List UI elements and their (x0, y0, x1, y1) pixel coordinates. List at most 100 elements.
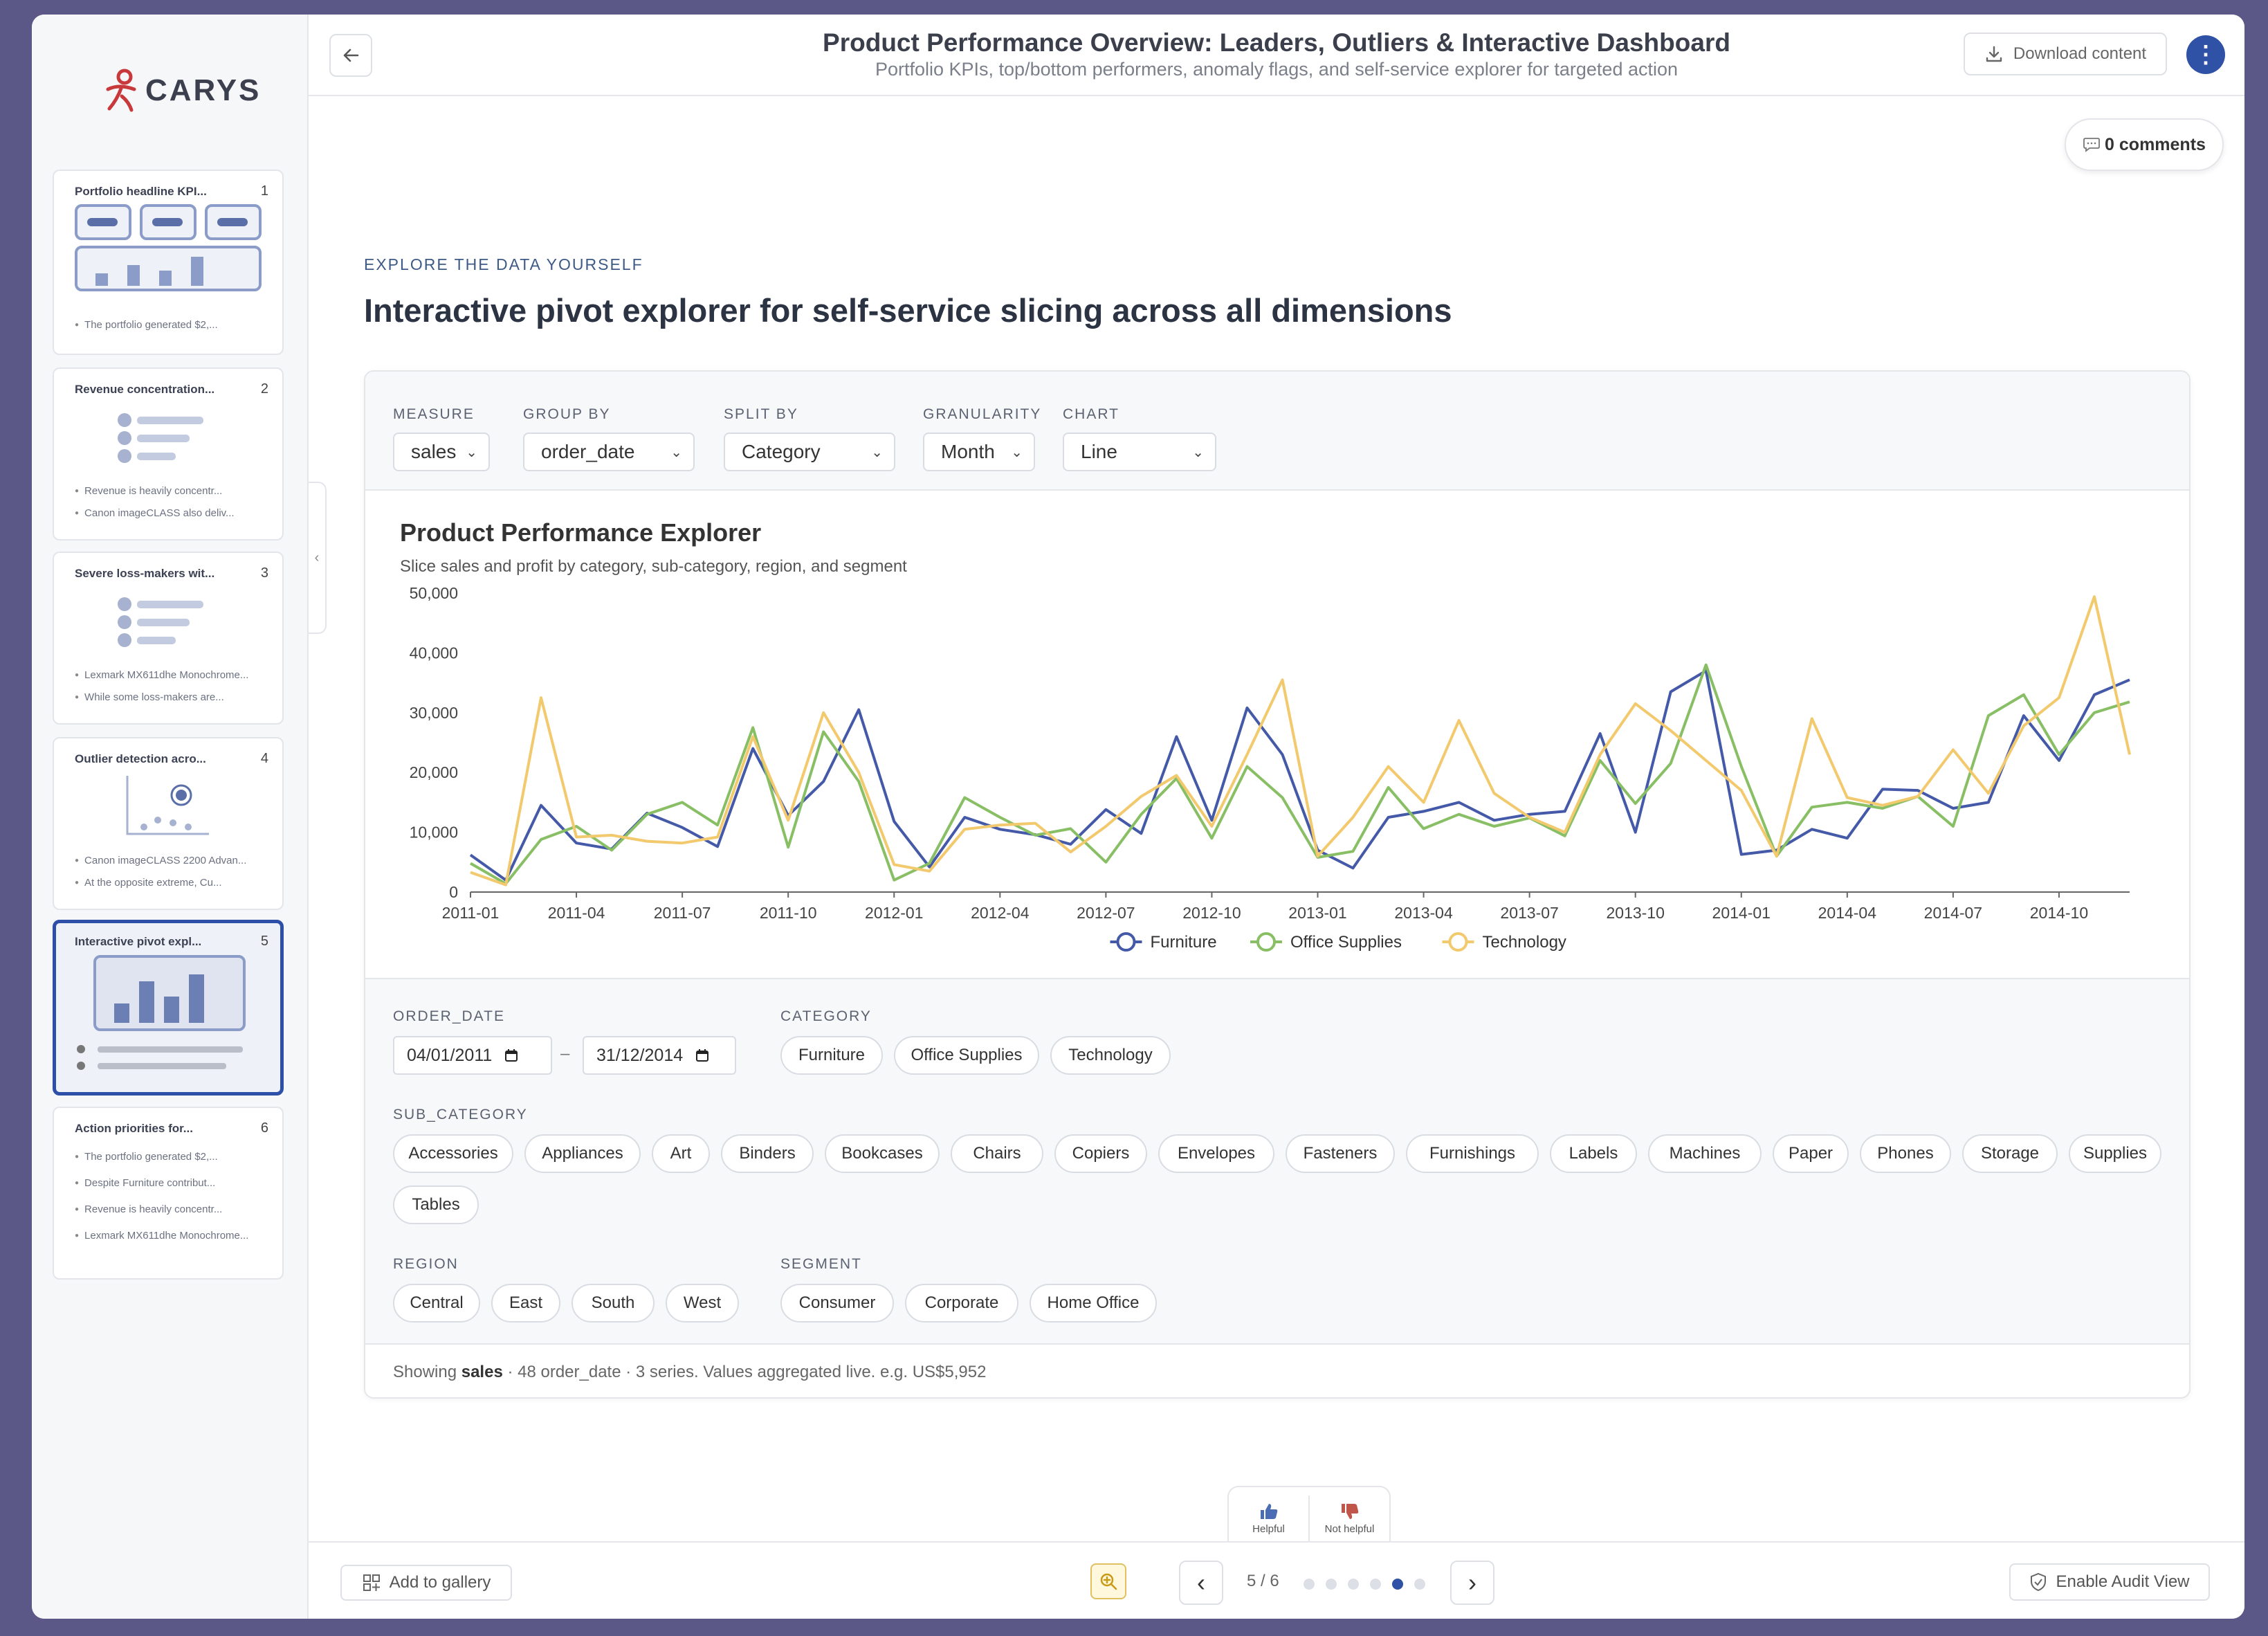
pivot-summary: Showing sales · 48 order_date · 3 series… (393, 1363, 986, 1382)
granularity-value: Month (941, 441, 995, 462)
group-by-value: order_date (541, 441, 635, 462)
chart-subtitle: Slice sales and profit by category, sub-… (400, 557, 907, 576)
zoom-button[interactable] (1090, 1563, 1126, 1599)
chevron-down-icon: ⌄ (670, 444, 682, 460)
series-line-technology (470, 595, 2131, 887)
slide-thumb-title: Action priorities for... (75, 1122, 193, 1135)
chart-title: Product Performance Explorer (400, 518, 762, 547)
order-date-from-input[interactable]: 04/01/2011 (393, 1036, 552, 1075)
region-chip[interactable]: South (571, 1284, 655, 1323)
split-by-select[interactable]: Category ⌄ (724, 433, 895, 471)
granularity-select[interactable]: Month ⌄ (923, 433, 1035, 471)
calendar-icon (505, 1049, 518, 1062)
region-chip[interactable]: Central (393, 1284, 480, 1323)
group-by-select[interactable]: order_date ⌄ (523, 433, 695, 471)
slide-dot[interactable] (1414, 1579, 1425, 1590)
chevron-down-icon: ⌄ (1192, 444, 1204, 460)
not-helpful-label: Not helpful (1324, 1523, 1375, 1535)
chart-type-select[interactable]: Line ⌄ (1063, 433, 1216, 471)
category-chip[interactable]: Office Supplies (894, 1036, 1039, 1075)
region-chip[interactable]: East (491, 1284, 560, 1323)
sub-category-chip[interactable]: Fasteners (1286, 1134, 1395, 1173)
x-tick-label: 2011-04 (548, 904, 605, 922)
slide-thumb-1[interactable]: Portfolio headline KPI... 1 The portfoli… (53, 170, 284, 355)
y-tick-label: 30,000 (410, 704, 458, 722)
sub-category-chip[interactable]: Art (652, 1134, 710, 1173)
category-chip[interactable]: Technology (1050, 1036, 1171, 1075)
slide-thumb-bullet: Despite Furniture contribut... (75, 1177, 215, 1189)
slide-sidebar: CARYS Portfolio headline KPI... 1 The po… (32, 15, 309, 1619)
y-tick-label: 40,000 (410, 644, 458, 662)
sidebar-collapse-toggle[interactable]: ‹ (309, 482, 327, 634)
sub-category-chip[interactable]: Accessories (393, 1134, 513, 1173)
enable-audit-view-button[interactable]: Enable Audit View (2009, 1563, 2210, 1601)
slide-thumb-number: 4 (260, 751, 268, 766)
download-content-button[interactable]: Download content (1964, 33, 2167, 75)
comments-button[interactable]: 0 comments (2065, 118, 2224, 171)
slide-thumb-bullet: Canon imageCLASS 2200 Advan... (75, 855, 246, 866)
region-chip[interactable]: West (666, 1284, 739, 1323)
x-tick-label: 2013-04 (1394, 904, 1453, 922)
x-tick-label: 2013-07 (1500, 904, 1558, 922)
x-tick-label: 2011-10 (760, 904, 817, 922)
pivot-controls: MEASURE sales ⌄ GROUP BY order_date ⌄ SPLI… (365, 372, 2189, 491)
slide-dot[interactable] (1348, 1579, 1359, 1590)
order-date-from-value: 04/01/2011 (407, 1045, 493, 1065)
not-helpful-button[interactable]: Not helpful (1310, 1487, 1389, 1549)
category-label: CATEGORY (780, 1008, 872, 1024)
sub-category-chip[interactable]: Machines (1648, 1134, 1762, 1173)
previous-slide-button[interactable]: ‹ (1179, 1561, 1223, 1605)
more-options-button[interactable]: ⋮ (2186, 35, 2225, 74)
sub-category-chip[interactable]: Binders (721, 1134, 814, 1173)
y-tick-label: 50,000 (410, 584, 458, 602)
legend-label: Furniture (1151, 933, 1217, 952)
bar-chart-preview-icon (93, 955, 246, 1069)
sub-category-chip[interactable]: Furnishings (1406, 1134, 1539, 1173)
sub-category-chip[interactable]: Tables (393, 1185, 479, 1224)
sub-category-chip[interactable]: Chairs (951, 1134, 1043, 1173)
back-button[interactable] (329, 34, 372, 77)
sub-category-chip[interactable]: Supplies (2069, 1134, 2161, 1173)
measure-select[interactable]: sales ⌄ (393, 433, 490, 471)
add-to-gallery-label: Add to gallery (389, 1573, 491, 1592)
sales-line-chart: 0 10,000 20,000 30,000 40,000 50,000 2011-01 20… (410, 584, 2131, 952)
sub-category-chip[interactable]: Phones (1860, 1134, 1951, 1173)
slide-thumb-bullet: The portfolio generated $2,... (75, 1151, 218, 1163)
sub-category-chip[interactable]: Appliances (524, 1134, 641, 1173)
helpful-button[interactable]: Helpful (1229, 1487, 1308, 1549)
slide-thumb-3[interactable]: Severe loss-makers wit... 3 Lexmark MX61… (53, 552, 284, 725)
order-date-to-input[interactable]: 31/12/2014 (583, 1036, 736, 1075)
slide-thumb-2[interactable]: Revenue concentration... 2 Revenue is he… (53, 367, 284, 540)
sub-category-chip[interactable]: Envelopes (1158, 1134, 1274, 1173)
slide-thumb-4[interactable]: Outlier detection acro... 4 Canon imageC… (53, 737, 284, 910)
sub-category-chip[interactable]: Bookcases (825, 1134, 940, 1173)
next-slide-button[interactable]: › (1450, 1561, 1494, 1605)
segment-chip[interactable]: Consumer (780, 1284, 894, 1323)
sub-category-chip[interactable]: Storage (1962, 1134, 2058, 1173)
slide-thumb-6[interactable]: Action priorities for... 6 The portfolio… (53, 1107, 284, 1280)
kpi-preview-icon (75, 204, 262, 291)
x-tick-label: 2011-07 (654, 904, 711, 922)
sub-category-chip[interactable]: Labels (1550, 1134, 1637, 1173)
add-to-gallery-button[interactable]: Add to gallery (340, 1565, 512, 1601)
measure-value: sales (411, 441, 457, 462)
page-subtitle: Portfolio KPIs, top/bottom performers, a… (875, 59, 1679, 80)
chart-type-control: CHART Line ⌄ (1063, 406, 1216, 471)
slide-dot[interactable] (1326, 1579, 1337, 1590)
thumbs-up-icon (1260, 1503, 1277, 1519)
segment-chip[interactable]: Home Office (1030, 1284, 1157, 1323)
slide-dot[interactable] (1370, 1579, 1381, 1590)
slide-thumb-5[interactable]: Interactive pivot expl... 5 (53, 920, 284, 1096)
segment-label: SEGMENT (780, 1256, 862, 1272)
slide-thumb-title: Portfolio headline KPI... (75, 185, 207, 198)
chevron-left-icon: ‹ (314, 549, 320, 565)
slide-dot[interactable] (1392, 1579, 1403, 1590)
slide-thumb-number: 5 (260, 934, 268, 949)
slide-dot[interactable] (1304, 1579, 1315, 1590)
segment-chip[interactable]: Corporate (905, 1284, 1018, 1323)
slide-dots (1304, 1579, 1425, 1590)
sub-category-chip[interactable]: Paper (1773, 1134, 1849, 1173)
category-chip[interactable]: Furniture (780, 1036, 883, 1075)
slide-thumb-bullet: Revenue is heavily concentr... (75, 485, 222, 497)
sub-category-chip[interactable]: Copiers (1054, 1134, 1147, 1173)
